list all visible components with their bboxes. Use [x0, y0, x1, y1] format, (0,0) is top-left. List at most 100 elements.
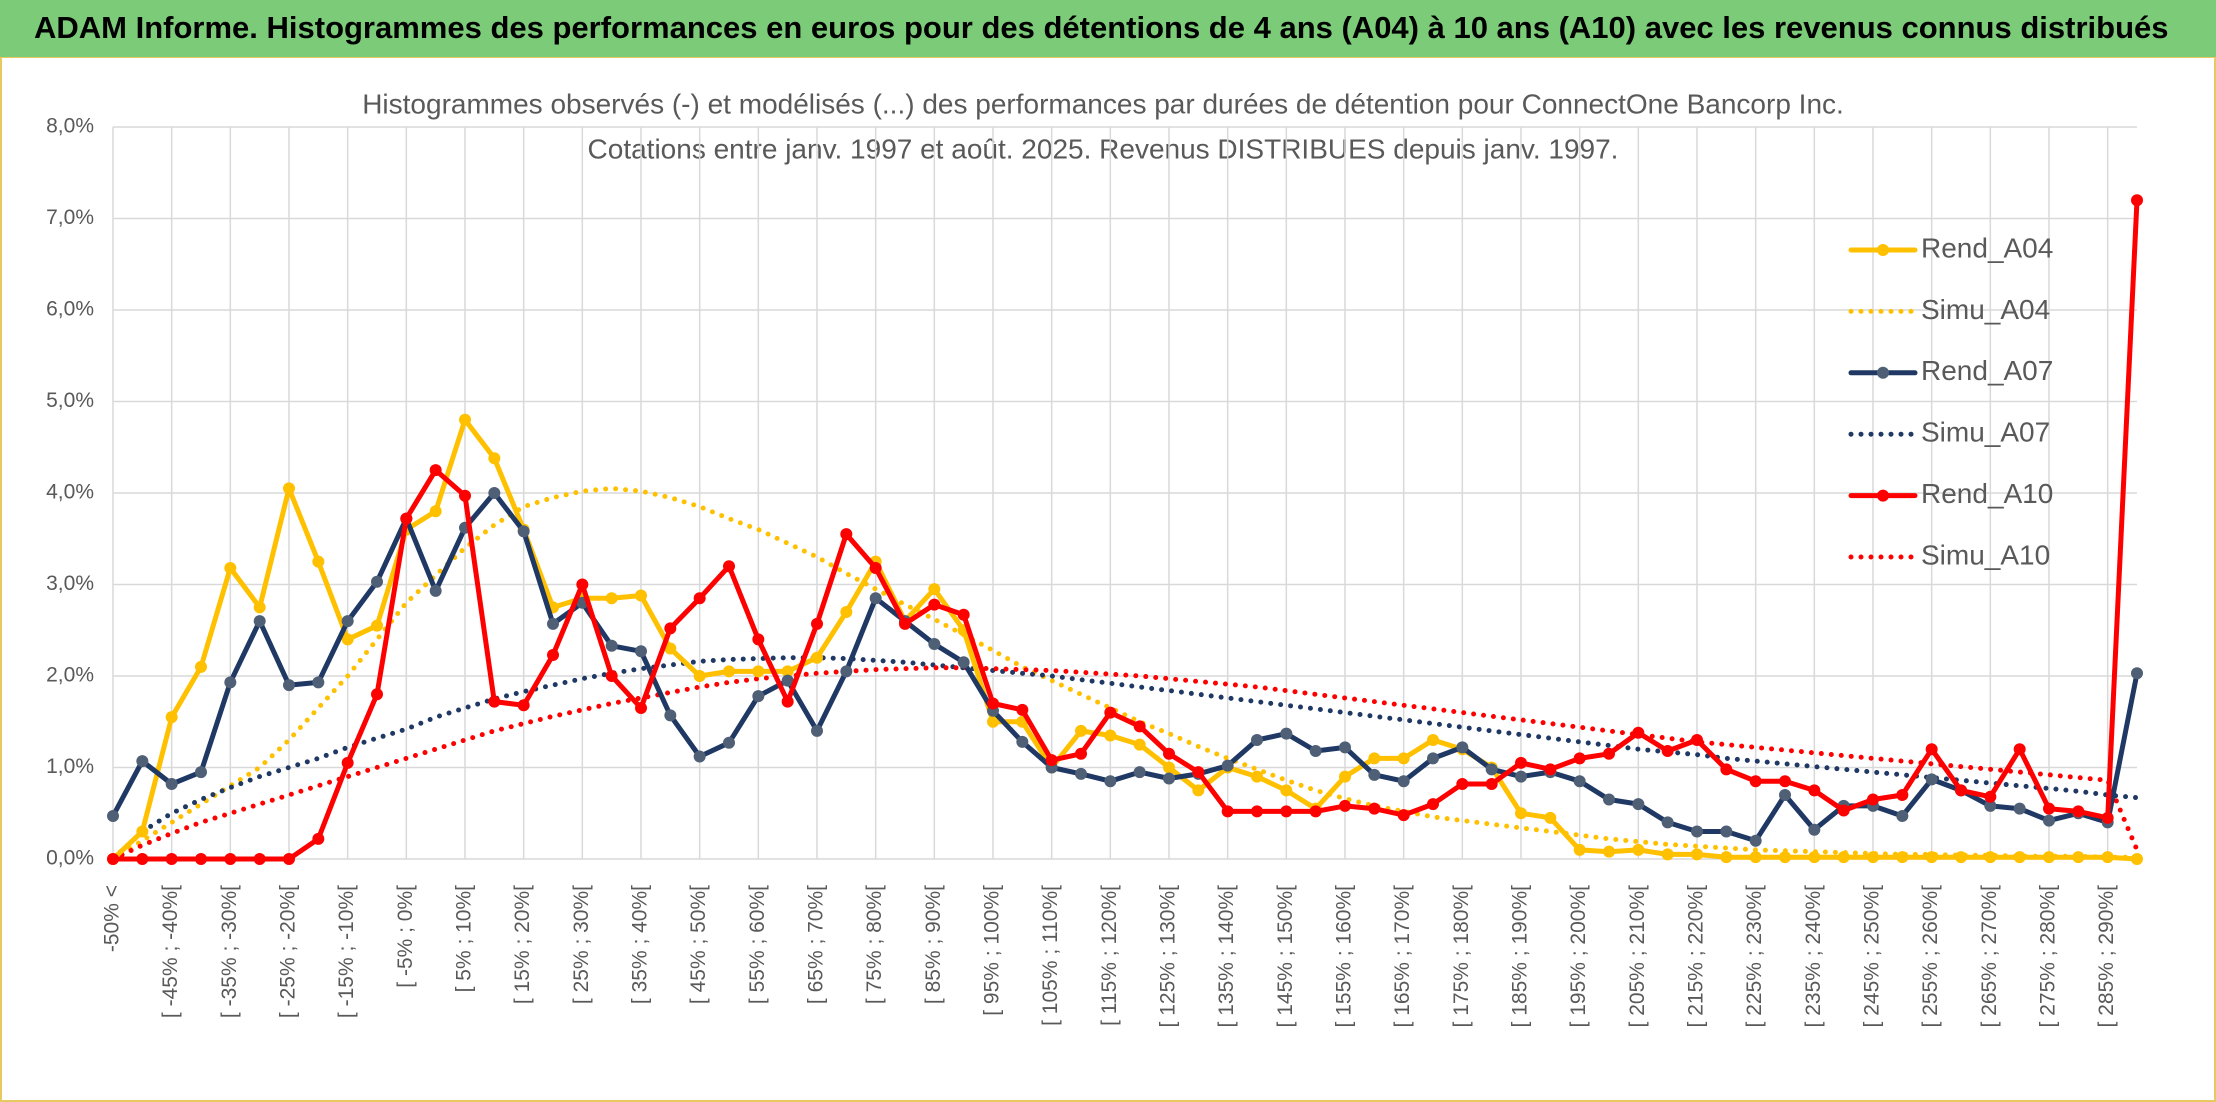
marker — [488, 695, 501, 708]
marker — [1251, 805, 1263, 818]
marker — [1515, 770, 1527, 783]
x-tick-label: [ 165% ; 170%[ — [1391, 885, 1414, 1028]
marker — [312, 676, 325, 689]
marker — [1515, 756, 1527, 769]
marker — [1075, 724, 1087, 737]
marker — [987, 697, 999, 710]
marker — [429, 584, 442, 597]
marker — [429, 505, 442, 518]
legend-label: Simu_A07 — [1921, 417, 2050, 448]
marker — [1368, 768, 1381, 781]
marker — [2072, 805, 2085, 818]
marker — [840, 528, 853, 541]
marker — [1837, 851, 1850, 864]
marker — [283, 482, 295, 495]
dotted-line — [110, 485, 2140, 862]
marker — [1045, 754, 1058, 767]
marker — [723, 665, 735, 678]
x-tick-label: [ 45% ; 50%[ — [687, 885, 710, 1004]
marker — [1309, 805, 1322, 818]
marker — [1251, 770, 1263, 783]
marker — [2013, 743, 2026, 756]
marker — [1104, 729, 1117, 742]
marker — [1720, 851, 1733, 864]
marker — [840, 665, 853, 678]
x-tick-label: [ 275% ; 280%[ — [2037, 885, 2060, 1028]
x-tick-label: [ 85% ; 90%[ — [922, 885, 945, 1004]
marker — [341, 633, 354, 646]
marker — [1221, 805, 1234, 818]
marker — [341, 756, 354, 769]
marker — [400, 512, 413, 525]
marker — [488, 487, 501, 499]
marker — [224, 676, 237, 689]
marker — [1984, 790, 1997, 803]
marker — [2013, 802, 2026, 815]
marker — [1456, 777, 1469, 790]
y-tick-label: 4,0% — [46, 481, 94, 504]
legend-label: Simu_A10 — [1921, 539, 2050, 570]
marker — [605, 670, 618, 682]
marker — [1192, 766, 1205, 779]
x-tick-label: [ 265% ; 270%[ — [1978, 885, 2001, 1028]
marker — [2101, 811, 2114, 824]
marker — [283, 853, 295, 865]
marker — [1925, 773, 1938, 786]
x-tick-label: [ 35% ; 40%[ — [629, 885, 652, 1004]
x-tick-label: [ 75% ; 80%[ — [863, 885, 886, 1004]
marker — [1984, 851, 1997, 864]
marker — [693, 592, 706, 605]
marker — [165, 777, 178, 790]
marker — [811, 651, 823, 664]
marker — [1691, 734, 1703, 747]
marker — [2131, 667, 2143, 680]
marker — [2131, 194, 2143, 207]
marker — [1573, 843, 1586, 856]
marker — [1104, 775, 1117, 788]
marker — [752, 633, 765, 646]
marker — [605, 592, 618, 605]
x-tick-label: [ 185% ; 190%[ — [1509, 885, 1532, 1028]
marker — [2101, 851, 2114, 864]
x-tick-label: [ -5% ; 0%[ — [394, 885, 417, 988]
marker — [1485, 763, 1498, 776]
y-tick-label: 1,0% — [46, 755, 94, 778]
x-tick-label: [ 135% ; 140%[ — [1215, 885, 1238, 1028]
marker — [635, 645, 647, 658]
marker — [1339, 799, 1351, 812]
marker — [1955, 851, 1967, 864]
marker — [1133, 766, 1146, 779]
marker — [1456, 741, 1469, 754]
dotted-line — [110, 665, 2140, 862]
marker — [1632, 843, 1645, 856]
marker — [1632, 798, 1645, 811]
marker — [1925, 743, 1938, 756]
marker — [1016, 735, 1029, 748]
marker — [1485, 777, 1498, 790]
marker — [165, 711, 178, 724]
marker — [693, 750, 706, 763]
marker — [136, 853, 149, 865]
marker — [1427, 798, 1439, 811]
marker — [547, 617, 559, 630]
marker — [2043, 851, 2055, 864]
marker — [1808, 823, 1821, 836]
marker — [635, 702, 647, 715]
marker — [1339, 741, 1351, 754]
marker — [1221, 759, 1234, 772]
x-tick-label: [ 145% ; 150%[ — [1274, 885, 1297, 1028]
marker — [312, 555, 325, 568]
marker — [928, 583, 941, 596]
marker — [664, 622, 677, 635]
marker — [1896, 788, 1909, 801]
y-tick-label: 8,0% — [46, 115, 94, 138]
marker — [605, 639, 618, 652]
marker — [1251, 734, 1263, 747]
x-tick-label: [ 225% ; 230%[ — [1743, 885, 1766, 1028]
x-tick-label: [ 65% ; 70%[ — [805, 885, 828, 1004]
marker — [957, 608, 970, 621]
x-tick-label: [ 245% ; 250%[ — [1861, 885, 1884, 1028]
x-tick-label: [ -45% ; -40%[ — [159, 885, 182, 1018]
marker — [1984, 799, 1997, 812]
header-bar — [0, 0, 2216, 57]
